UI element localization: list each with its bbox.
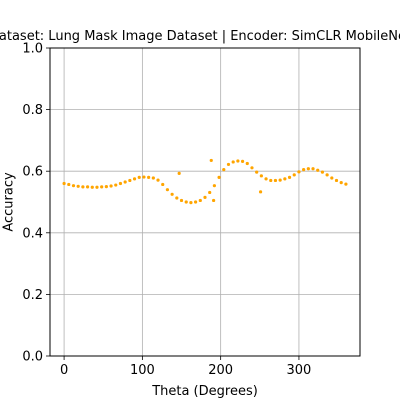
data-point (240, 159, 245, 163)
data-point (198, 198, 202, 203)
y-tick-label: 0.4 (22, 226, 43, 241)
data-point (208, 190, 212, 195)
y-tick-label: 0.6 (22, 165, 43, 180)
data-point (250, 166, 254, 170)
data-point (104, 185, 108, 189)
data-point (330, 176, 334, 180)
y-tick-label: 1.0 (22, 42, 43, 57)
y-tick-label: 0.2 (22, 288, 43, 303)
data-point (95, 185, 99, 189)
data-point (109, 184, 113, 188)
data-point (311, 167, 315, 171)
x-tick-label: 300 (287, 363, 312, 378)
data-point (90, 185, 94, 189)
data-point (212, 198, 216, 203)
data-point (255, 170, 259, 174)
data-point (297, 170, 301, 174)
data-point (316, 168, 320, 172)
data-point (175, 196, 179, 200)
data-point (81, 185, 85, 189)
y-axis-label: Accuracy (2, 172, 17, 232)
x-tick-label: 100 (130, 363, 155, 378)
data-point (161, 182, 165, 187)
data-point (306, 167, 310, 171)
data-point (264, 177, 268, 181)
data-point (344, 182, 348, 186)
data-point (132, 177, 137, 181)
data-point (71, 184, 76, 188)
data-point (67, 182, 71, 187)
data-point (165, 188, 170, 192)
data-point (339, 180, 343, 185)
y-tick-label: 0.8 (22, 103, 43, 118)
data-point (259, 174, 263, 178)
data-point (114, 183, 118, 187)
data-point (203, 195, 207, 199)
data-point (269, 178, 273, 183)
grid (50, 47, 360, 357)
data-point (273, 178, 278, 183)
data-point (189, 201, 193, 205)
data-point (283, 177, 287, 181)
data-point (302, 168, 306, 172)
data-point (212, 184, 216, 188)
data-point (85, 185, 90, 189)
data-point (236, 159, 240, 163)
data-point (222, 168, 226, 172)
data-point (76, 184, 80, 188)
data-point (123, 180, 127, 184)
data-point (245, 161, 249, 166)
data-point (62, 181, 66, 186)
x-tick-label: 200 (208, 363, 233, 378)
data-point (209, 158, 213, 163)
data-point (334, 178, 339, 183)
plot-frame (49, 47, 361, 357)
data-point (179, 198, 184, 203)
data-point (100, 185, 104, 189)
data-point (137, 175, 141, 179)
data-points (62, 158, 348, 205)
data-point (320, 170, 325, 174)
data-point (177, 171, 181, 175)
data-point (184, 200, 188, 204)
chart-title: Dataset: Lung Mask Image Dataset | Encod… (0, 29, 400, 44)
data-point (118, 181, 123, 186)
data-point (231, 160, 235, 164)
data-point (287, 175, 292, 179)
x-axis-label: Theta (Degrees) (151, 384, 258, 399)
data-point (194, 200, 198, 204)
x-tick-label: 0 (60, 363, 68, 378)
data-point (292, 173, 296, 177)
y-tick-label: 0.0 (22, 350, 43, 365)
axis-ticks: 0 100 200 300 0.0 0.2 0.4 0.6 0.8 1.0 (22, 42, 311, 379)
data-point (258, 190, 263, 194)
data-point (226, 162, 231, 167)
data-point (278, 178, 282, 182)
data-point (156, 178, 160, 182)
data-point (128, 178, 132, 183)
data-point (147, 175, 151, 179)
data-point (325, 173, 329, 177)
data-point (217, 175, 221, 179)
data-point (142, 175, 146, 179)
data-point (151, 176, 155, 180)
data-point (170, 192, 174, 196)
